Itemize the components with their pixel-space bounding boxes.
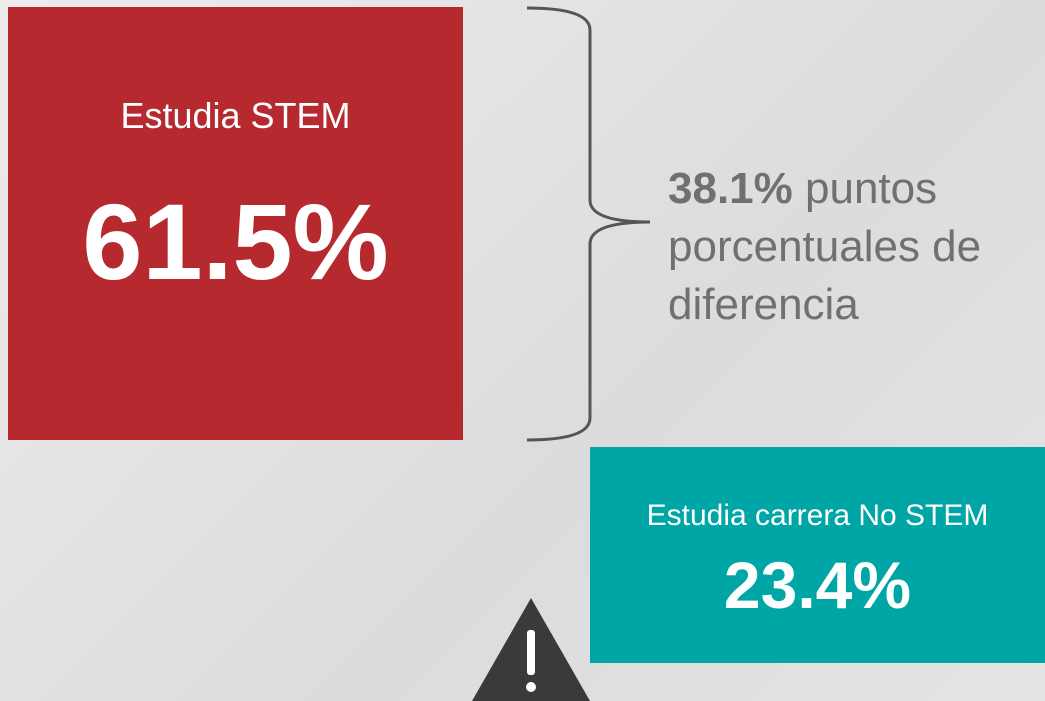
stem-value: 61.5% — [82, 181, 389, 302]
difference-caption: puntos porcentuales de diferencia — [668, 164, 982, 329]
no-stem-value: 23.4% — [723, 548, 912, 622]
warning-mark — [527, 630, 535, 675]
difference-value: 38.1% — [668, 164, 793, 213]
no-stem-box: Estudia carrera No STEM 23.4% — [590, 447, 1045, 663]
brace — [526, 6, 651, 442]
stem-label: Estudia STEM — [120, 95, 351, 136]
difference-text: 38.1% puntos porcentuales de diferencia — [668, 160, 1043, 334]
warning-dot — [526, 682, 536, 692]
stem-box: Estudia STEM 61.5% — [8, 7, 463, 440]
no-stem-label: Estudia carrera No STEM — [646, 499, 989, 532]
